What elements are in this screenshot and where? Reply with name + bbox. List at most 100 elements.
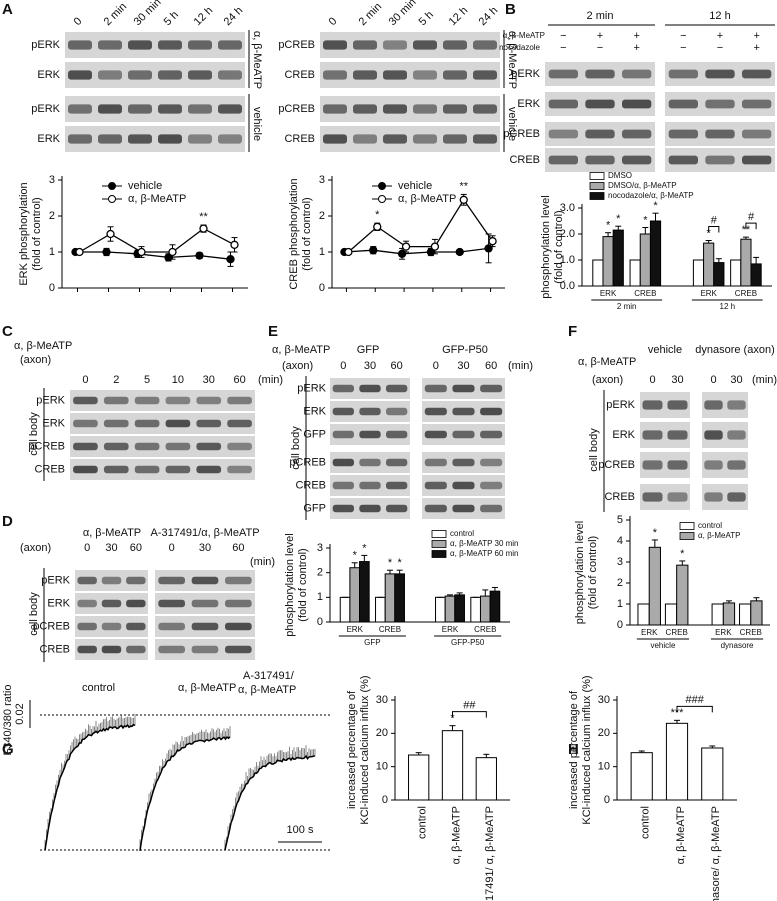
blot-band: [158, 104, 182, 114]
row-label: pCREB: [278, 39, 315, 51]
lane-label: 10: [172, 374, 184, 386]
blot-band: [413, 70, 437, 80]
row-label: ERK: [517, 98, 540, 110]
blot-band: [196, 419, 222, 428]
blot-band: [386, 430, 408, 439]
blot-band: [742, 129, 772, 139]
trace-label: α, β-MeATP: [238, 684, 296, 696]
bar: [692, 259, 705, 287]
bar: [479, 595, 491, 623]
blot-band: [424, 407, 447, 416]
marker: [344, 247, 353, 257]
blot-band: [383, 134, 407, 144]
blot-band: [727, 492, 746, 502]
blot-band: [225, 622, 252, 631]
blot-band: [158, 134, 182, 144]
bar: [722, 602, 736, 626]
bar: [664, 603, 678, 626]
bracket: [676, 705, 713, 713]
lane-label: 60: [391, 360, 403, 372]
row-label: pERK: [511, 68, 540, 80]
lane-label: 60: [232, 542, 244, 554]
series-line: [344, 247, 489, 255]
sign: +: [633, 42, 639, 54]
x-tick-label: α, β-MeATP: [675, 806, 687, 864]
blot-band: [742, 99, 772, 109]
y-tick-label: 1.0: [560, 254, 575, 266]
legend-label: DMSO/α, β-MeATP: [608, 181, 677, 190]
bar: [441, 730, 464, 801]
marker: [102, 247, 111, 257]
marker: [168, 247, 177, 257]
blot-band: [227, 442, 252, 451]
sign: +: [633, 30, 639, 42]
y-axis-label: increased percentage of: [568, 690, 580, 809]
blot-band: [332, 481, 354, 490]
blot-band: [101, 622, 122, 631]
row-label: CREB: [295, 479, 326, 491]
bar: [676, 564, 689, 626]
annotation: *: [353, 550, 358, 562]
blot-band: [386, 481, 408, 490]
blot-band: [704, 400, 723, 410]
annotation: ###: [685, 694, 704, 706]
marker: [106, 229, 115, 239]
blot-strip: [65, 96, 245, 122]
site: (axon): [20, 542, 51, 554]
lane-label: 5 h: [417, 9, 436, 28]
blot-band: [622, 129, 652, 139]
marker: [488, 237, 497, 246]
blot-strip: [70, 459, 255, 480]
row-label: CREB: [509, 154, 540, 166]
blot-band: [134, 442, 160, 451]
blot-band: [158, 576, 185, 585]
trace: [224, 754, 316, 850]
bar: [435, 596, 446, 623]
panel-label: D: [2, 513, 13, 530]
row-label: pCREB: [33, 620, 70, 632]
row-label: CREB: [39, 643, 70, 655]
annotation: *: [398, 557, 403, 569]
blot-band: [585, 129, 615, 139]
blot-strip: [320, 96, 500, 122]
blot-band: [196, 442, 222, 451]
legend-swatch: [589, 182, 605, 190]
bar: [711, 603, 724, 626]
blot-band: [452, 407, 475, 416]
blot-band: [126, 599, 146, 608]
blot-band: [128, 134, 152, 144]
blot-band: [359, 481, 381, 490]
lane-label: 0: [433, 360, 439, 372]
x-tick-label: CREB: [474, 625, 496, 634]
blot-band: [126, 622, 146, 631]
blot-band: [353, 134, 377, 144]
bracket: [452, 711, 487, 718]
panel-label: H: [568, 741, 579, 758]
blot-strip: [70, 436, 255, 457]
trace-error: [44, 713, 136, 850]
condition-label: α, β-MeATP: [503, 31, 545, 40]
blot-band: [101, 599, 122, 608]
blot-band: [332, 504, 354, 513]
blot-band: [473, 70, 497, 80]
y-tick-label: 10: [376, 761, 388, 773]
blot-band: [413, 40, 437, 50]
blot-band: [480, 458, 503, 467]
y-tick-label: 5: [617, 514, 623, 526]
blot-band: [98, 40, 122, 50]
annotation: *: [362, 542, 367, 554]
trace-error: [139, 726, 231, 851]
bar: [637, 603, 650, 626]
panel-label: F: [568, 323, 577, 340]
legend-marker: [108, 182, 116, 190]
bar: [701, 747, 724, 801]
series-line: [75, 251, 231, 260]
y-axis-label: increased percentage of: [346, 690, 358, 809]
blot-band: [218, 70, 242, 80]
legend-label: vehicle: [128, 180, 162, 192]
blot-band: [353, 104, 377, 114]
blot-band: [165, 419, 191, 428]
bar: [630, 752, 653, 801]
blot-band: [705, 69, 735, 79]
blot-band: [73, 465, 98, 474]
